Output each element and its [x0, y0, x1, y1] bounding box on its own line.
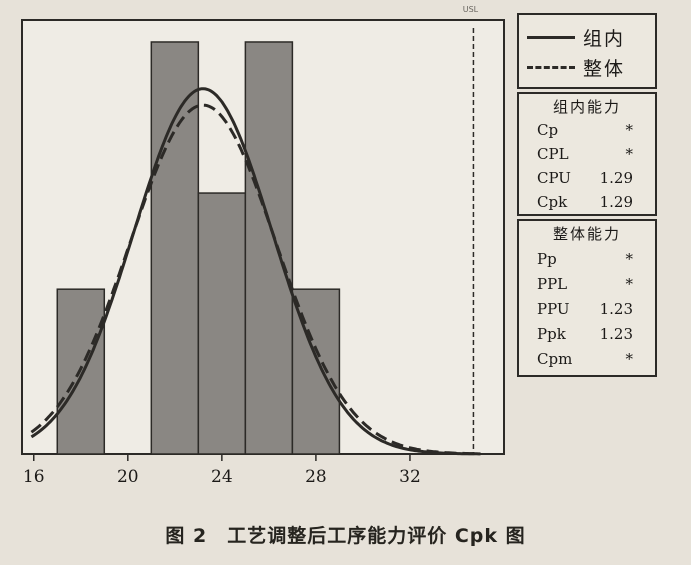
bars-layer — [56, 41, 341, 455]
dashed-line-icon — [527, 65, 575, 69]
cap-row-cpm: Cpm * — [537, 350, 645, 374]
legend-item-within: 组内 — [527, 23, 625, 51]
x-tick-label: 24 — [211, 467, 233, 487]
cap-value: * — [625, 250, 634, 268]
cap-value: * — [625, 121, 634, 139]
overall-capability-panel: 整体能力 Pp * PPL * PPU 1.23 Ppk 1.23 Cpm * — [517, 219, 657, 377]
cap-name: Cpk — [537, 193, 568, 211]
cap-row-cpu: CPU 1.29 — [537, 169, 645, 193]
spec-limit-layer: USL — [463, 5, 479, 454]
cap-name: Ppk — [537, 325, 566, 343]
cap-name: Pp — [537, 250, 557, 268]
cap-value: * — [625, 350, 634, 368]
cap-name: PPL — [537, 275, 568, 293]
cap-value: 1.29 — [599, 193, 633, 211]
cap-row-ppk: Ppk 1.23 — [537, 325, 645, 349]
figure-caption: 图 2 工艺调整后工序能力评价 Cpk 图 — [165, 525, 526, 547]
legend: 组内 整体 — [517, 13, 657, 89]
cap-value: 1.29 — [599, 169, 633, 187]
cap-value: 1.23 — [599, 325, 633, 343]
cap-name: CPL — [537, 145, 569, 163]
cap-value: 1.23 — [599, 300, 633, 318]
within-capability-title: 组内能力 — [552, 98, 621, 116]
cap-name: Cpm — [537, 350, 573, 368]
spec-limit-label: USL — [463, 5, 479, 14]
x-tick-label: 32 — [399, 467, 421, 487]
x-tick-label: 20 — [117, 467, 139, 487]
x-tick-label: 16 — [23, 467, 45, 487]
cap-value: * — [625, 275, 634, 293]
histogram-bar — [244, 41, 294, 455]
histogram-bar — [150, 41, 200, 455]
cap-row-ppl: PPL * — [537, 275, 645, 299]
within-capability-panel: 组内能力 Cp * CPL * CPU 1.29 Cpk 1.29 — [517, 92, 657, 216]
curve-within — [30, 87, 481, 456]
legend-label-overall: 整体 — [583, 57, 626, 80]
cap-row-pp: Pp * — [537, 250, 645, 274]
x-axis: 16 20 24 28 32 — [23, 454, 421, 487]
cap-name: CPU — [537, 169, 571, 187]
cap-row-ppu: PPU 1.23 — [537, 300, 645, 324]
cap-name: PPU — [537, 300, 570, 318]
curves-layer — [30, 87, 481, 456]
solid-line-icon — [527, 35, 575, 39]
cap-row-cpl: CPL * — [537, 145, 645, 169]
cap-row-cpk: Cpk 1.29 — [537, 193, 645, 217]
cap-row-cp: Cp * — [537, 121, 645, 145]
legend-label-within: 组内 — [583, 27, 626, 50]
histogram-bar — [197, 192, 247, 455]
curve-overall — [30, 103, 481, 456]
cap-name: Cp — [537, 121, 559, 139]
overall-capability-title: 整体能力 — [552, 225, 621, 243]
legend-item-overall: 整体 — [527, 53, 625, 81]
x-tick-label: 28 — [305, 467, 327, 487]
cap-value: * — [625, 145, 634, 163]
